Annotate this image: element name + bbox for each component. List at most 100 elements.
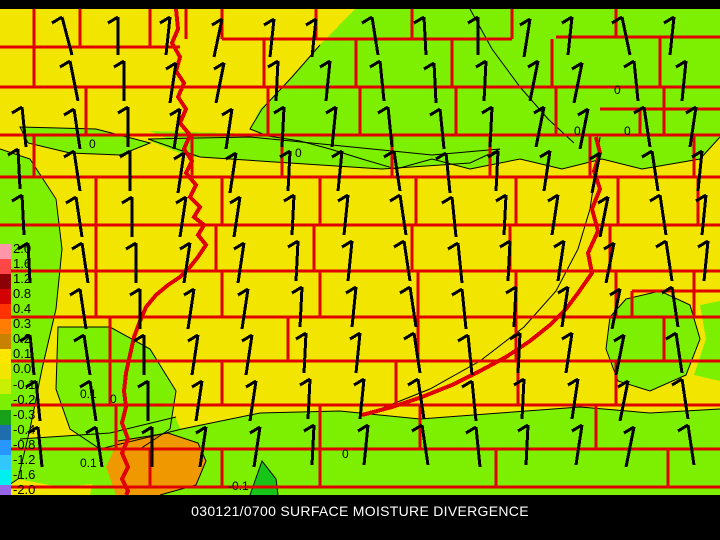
wind-barb — [319, 59, 332, 102]
product-caption: 030121/0700 SURFACE MOISTURE DIVERGENCE — [191, 503, 529, 519]
colorbar-swatch — [0, 304, 11, 320]
wind-barb — [73, 333, 92, 376]
colorbar-tick-label: 0.8 — [13, 286, 32, 302]
wind-barb — [457, 333, 474, 376]
wind-barb-group — [7, 15, 710, 468]
wind-barb — [553, 239, 566, 282]
colorbar-tick-label: -0.8 — [13, 436, 36, 452]
wind-barb — [399, 285, 418, 328]
colorbar-tick-label: -1.2 — [13, 451, 36, 467]
colorbar-tick-label: -0.4 — [13, 421, 36, 437]
wind-barb — [349, 331, 362, 374]
wind-barb — [505, 285, 518, 328]
wind-barb — [513, 377, 526, 420]
map-canvas[interactable]: 0 0 0 0 0 0.1 0.1 0 0 -0.1 — [0, 9, 720, 495]
contour-label: 0 — [614, 83, 621, 97]
wind-barb — [245, 379, 258, 422]
colorbar-swatch — [0, 424, 11, 440]
wind-barb — [241, 333, 254, 376]
wind-barb — [125, 241, 138, 283]
wind-barb — [411, 423, 430, 466]
wind-barb — [357, 423, 370, 466]
wind-barb — [25, 379, 42, 422]
colorbar-swatches[interactable] — [0, 244, 11, 500]
wind-barb — [589, 151, 602, 194]
wind-barb — [11, 105, 28, 148]
colorbar-tick-label: 1.6 — [13, 256, 32, 272]
colorbar-tick-label: -1.6 — [13, 466, 36, 482]
wind-barb — [291, 285, 304, 328]
wind-barb — [295, 331, 308, 374]
wind-barb — [249, 425, 262, 468]
wind-barb — [467, 15, 480, 55]
wind-barb — [475, 59, 488, 102]
wind-barb — [435, 151, 452, 194]
wind-barb — [59, 59, 80, 102]
wind-barb — [113, 59, 126, 101]
colorbar-swatch — [0, 379, 11, 395]
wind-barb — [577, 107, 590, 150]
wind-barb — [369, 59, 386, 102]
wind-barb — [665, 331, 684, 374]
wind-barb — [495, 193, 508, 236]
wind-barb — [663, 15, 676, 56]
wind-barb — [561, 15, 574, 56]
wind-barb — [641, 149, 660, 192]
colorbar-swatch — [0, 439, 11, 455]
colorbar-tick-label: 1.2 — [13, 271, 32, 287]
wind-barb — [233, 241, 246, 284]
wind-barb — [325, 105, 338, 148]
wind-barb — [533, 105, 546, 148]
wind-barb — [129, 287, 142, 329]
wind-barb — [119, 149, 132, 191]
wind-barb — [69, 287, 88, 330]
wind-barb — [539, 149, 552, 192]
wind-barb — [17, 241, 32, 284]
wind-barb — [633, 105, 652, 148]
wind-barb — [11, 193, 26, 236]
wind-barb — [137, 379, 150, 421]
wind-barb — [685, 105, 698, 148]
wind-barb — [337, 193, 350, 236]
wind-barb — [19, 333, 36, 376]
wind-barb — [617, 379, 630, 422]
wind-barb — [383, 149, 402, 192]
colorbar-swatch — [0, 244, 11, 260]
wind-barb — [173, 151, 186, 194]
wind-barb — [283, 193, 296, 236]
wind-barb — [487, 149, 500, 192]
colorbar-swatch — [0, 469, 11, 485]
colorbar-tick-label: 0.1 — [13, 346, 32, 362]
wind-barb — [413, 15, 428, 56]
wind-barb — [159, 15, 172, 56]
wind-barb — [499, 239, 512, 282]
wind-barb — [63, 149, 82, 192]
map-graphics — [0, 9, 720, 495]
colorbar-tick-label: 0.3 — [13, 316, 32, 332]
contour-label: 0 — [624, 124, 631, 138]
colorbar-swatch — [0, 289, 11, 305]
wind-barb — [603, 241, 616, 284]
colorbar-tick-label: 2.0 — [13, 241, 32, 256]
wind-barb — [447, 241, 464, 284]
wind-barb — [71, 241, 90, 284]
wind-barb — [407, 377, 426, 420]
county-borders — [0, 9, 720, 489]
wind-barb — [429, 107, 446, 150]
wind-barb — [697, 239, 710, 282]
wind-barb — [557, 285, 570, 328]
wind-barb — [27, 425, 44, 468]
wind-barb — [517, 423, 530, 466]
wind-barb — [655, 239, 674, 282]
wind-barb — [303, 423, 316, 466]
colorbar-swatch — [0, 334, 11, 350]
wind-barb — [571, 423, 584, 466]
wind-barb — [547, 193, 560, 236]
wind-barb — [7, 147, 22, 190]
wind-barb — [305, 17, 318, 58]
bottom-letterbox — [0, 495, 720, 540]
wind-barb — [377, 105, 394, 148]
wind-barb — [611, 15, 632, 56]
wind-barb — [519, 17, 532, 58]
colorbar-swatch — [0, 454, 11, 470]
